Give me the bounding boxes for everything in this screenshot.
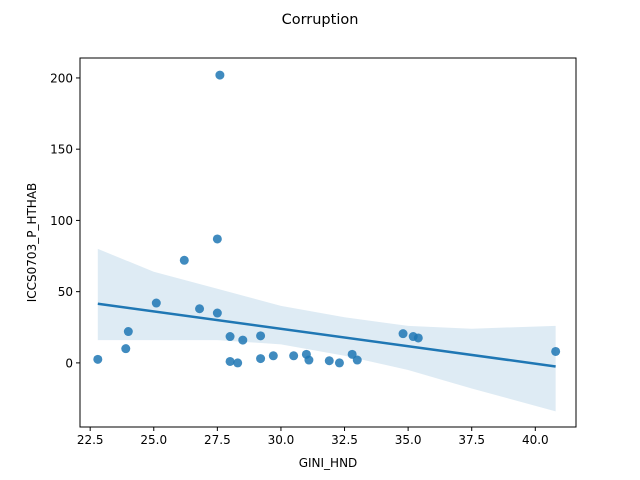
y-tick-label: 150 — [50, 143, 73, 157]
scatter-point — [225, 332, 235, 342]
y-tick-label: 200 — [50, 71, 73, 85]
y-tick-label: 50 — [58, 285, 73, 299]
x-axis-ticks: 22.5 25.0 27.5 30.0 32.5 35.0 37.5 40.0 — [77, 427, 549, 447]
confidence-band-layer — [97, 248, 556, 412]
scatter-point — [215, 70, 225, 80]
scatter-point — [256, 331, 266, 341]
confidence-band — [97, 248, 556, 412]
scatter-point — [123, 327, 133, 337]
scatter-point — [121, 344, 131, 354]
scatter-point — [413, 333, 423, 343]
scatter-point — [304, 355, 314, 365]
scatter-point — [93, 354, 103, 364]
scatter-point — [238, 335, 248, 345]
scatter-point — [324, 356, 334, 366]
scatter-point — [352, 355, 362, 365]
x-tick-label: 32.5 — [331, 433, 358, 447]
scatter-point — [268, 351, 278, 361]
scatter-point — [179, 255, 189, 265]
regression-line-layer — [97, 302, 556, 368]
y-tick-label: 0 — [65, 356, 73, 370]
y-axis-label: ICCS0703_P_HTHAB — [25, 183, 39, 303]
scatter-point — [289, 351, 299, 361]
x-tick-label: 40.0 — [522, 433, 549, 447]
scatter-point — [225, 356, 235, 366]
x-tick-label: 37.5 — [458, 433, 485, 447]
chart-title: Corruption — [282, 12, 359, 28]
scatter-point — [233, 358, 243, 368]
x-tick-label: 22.5 — [77, 433, 104, 447]
scatter-point — [334, 358, 344, 368]
axes-frame — [79, 57, 577, 428]
scatter-point — [151, 298, 161, 308]
scatter-point — [212, 234, 222, 244]
scatter-point — [398, 329, 408, 339]
x-tick-label: 35.0 — [395, 433, 422, 447]
regression-line — [97, 302, 556, 368]
x-tick-label: 27.5 — [204, 433, 231, 447]
x-axis-label: GINI_HND — [299, 456, 358, 470]
scatter-point — [256, 354, 266, 364]
x-tick-label: 25.0 — [140, 433, 167, 447]
y-axis-ticks: 0 50 100 150 200 — [50, 71, 80, 370]
scatter-point — [195, 304, 205, 314]
y-tick-label: 100 — [50, 214, 73, 228]
scatter-point — [551, 346, 561, 356]
x-tick-label: 30.0 — [268, 433, 295, 447]
scatter-point — [212, 308, 222, 318]
scatter-points-layer — [93, 70, 561, 368]
